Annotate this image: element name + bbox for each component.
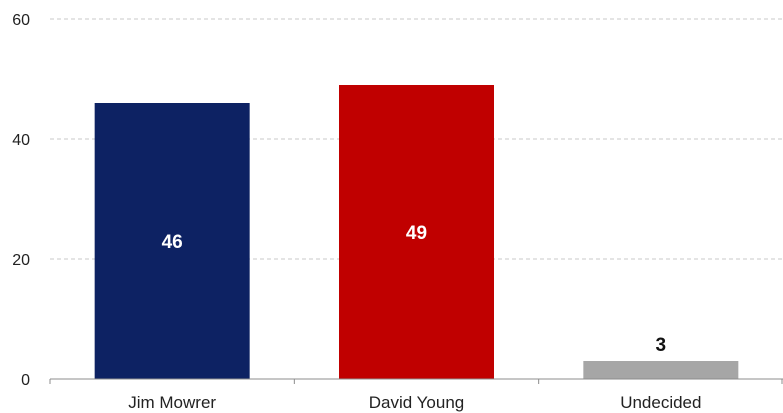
- y-axis-ticks: 0 20 40 60: [12, 12, 30, 389]
- x-axis-labels: Jim Mowrer David Young Undecided: [128, 393, 701, 412]
- x-tick-label: Undecided: [620, 393, 701, 412]
- bar: [94, 103, 250, 379]
- data-label: 3: [656, 335, 667, 356]
- y-tick-label: 60: [12, 12, 30, 29]
- y-tick-label: 20: [12, 252, 30, 269]
- data-label: 49: [406, 223, 427, 244]
- y-tick-label: 40: [12, 132, 30, 149]
- bar: [583, 361, 739, 379]
- x-tick-label: David Young: [369, 393, 464, 412]
- x-tick-label: Jim Mowrer: [128, 393, 216, 412]
- y-tick-label: 0: [21, 372, 30, 389]
- value-labels: 46 49 3: [162, 223, 667, 356]
- bars: [94, 85, 739, 379]
- bar: [339, 85, 494, 379]
- data-label: 46: [162, 232, 183, 253]
- x-axis: [49, 378, 783, 384]
